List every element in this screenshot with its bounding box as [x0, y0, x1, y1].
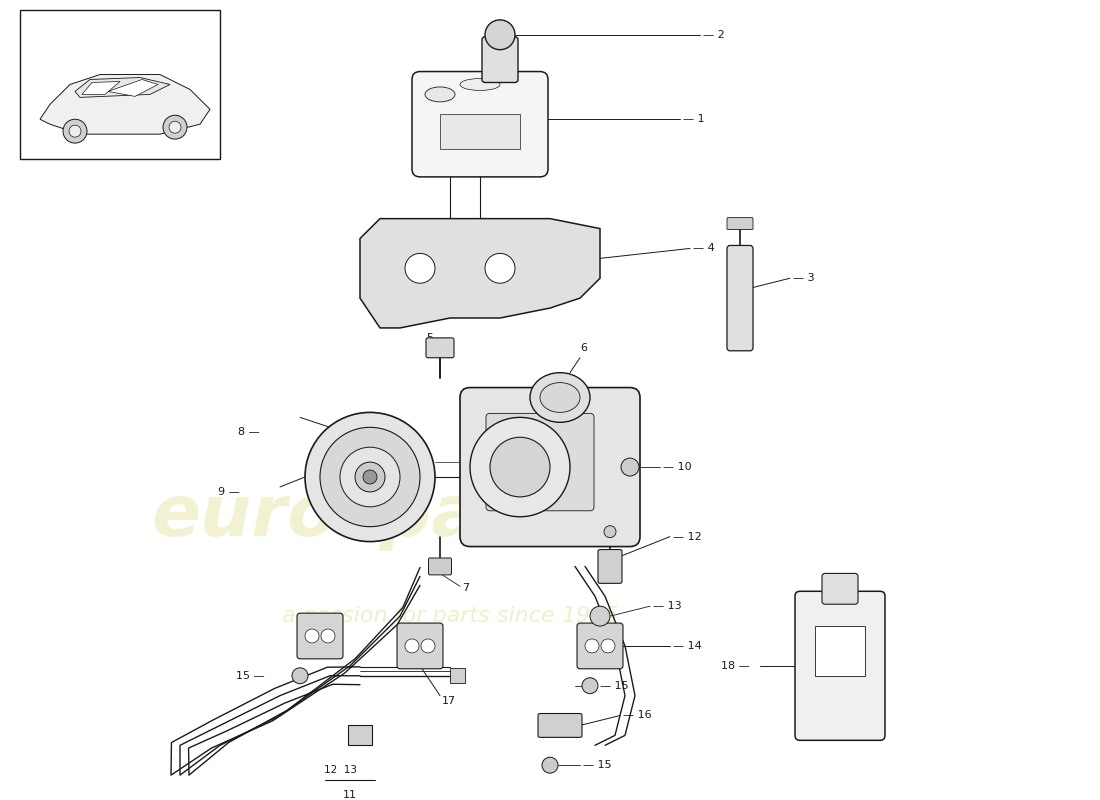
Circle shape [590, 606, 610, 626]
Text: 5: 5 [427, 333, 433, 343]
Text: 7: 7 [462, 583, 469, 594]
FancyBboxPatch shape [822, 574, 858, 604]
Polygon shape [360, 218, 600, 328]
Circle shape [292, 668, 308, 684]
Text: 15 —: 15 — [236, 670, 265, 681]
Circle shape [485, 254, 515, 283]
Text: 9 —: 9 — [218, 487, 240, 497]
Text: — 4: — 4 [693, 243, 715, 254]
FancyBboxPatch shape [486, 414, 594, 510]
FancyBboxPatch shape [426, 338, 454, 358]
Circle shape [363, 470, 377, 484]
Bar [440, 114, 520, 149]
Text: 18 —: 18 — [722, 661, 750, 671]
Circle shape [601, 639, 615, 653]
Circle shape [169, 122, 182, 133]
Polygon shape [108, 79, 158, 96]
Polygon shape [75, 78, 170, 98]
Ellipse shape [460, 78, 500, 90]
FancyBboxPatch shape [412, 71, 548, 177]
Circle shape [582, 678, 598, 694]
Circle shape [305, 413, 434, 542]
Text: — 14: — 14 [673, 641, 702, 651]
Ellipse shape [530, 373, 590, 422]
Text: — 12: — 12 [673, 532, 702, 542]
Text: — 16: — 16 [623, 710, 651, 721]
Text: 6: 6 [580, 343, 587, 353]
Circle shape [305, 629, 319, 643]
Circle shape [340, 447, 400, 507]
FancyBboxPatch shape [482, 37, 518, 82]
Circle shape [63, 119, 87, 143]
Circle shape [490, 438, 550, 497]
Circle shape [585, 639, 600, 653]
FancyBboxPatch shape [727, 246, 754, 350]
Circle shape [421, 639, 434, 653]
Circle shape [69, 126, 81, 137]
FancyBboxPatch shape [297, 613, 343, 659]
Text: eurospares: eurospares [152, 482, 608, 551]
Text: — 15: — 15 [583, 760, 612, 770]
Text: — 13: — 13 [653, 601, 682, 611]
Ellipse shape [540, 382, 580, 413]
Text: — 10: — 10 [663, 462, 692, 472]
FancyBboxPatch shape [598, 550, 622, 583]
FancyBboxPatch shape [578, 623, 623, 669]
Circle shape [163, 115, 187, 139]
Circle shape [470, 418, 570, 517]
Bar [348, 726, 372, 746]
Circle shape [321, 629, 336, 643]
Circle shape [405, 639, 419, 653]
Bar [815, 626, 865, 676]
Circle shape [320, 427, 420, 526]
Polygon shape [82, 82, 120, 94]
Polygon shape [40, 74, 210, 134]
Text: 17: 17 [442, 695, 456, 706]
Text: — 3: — 3 [793, 274, 815, 283]
Ellipse shape [425, 87, 455, 102]
Circle shape [355, 462, 385, 492]
Circle shape [621, 458, 639, 476]
Text: — 15: — 15 [600, 681, 628, 690]
FancyBboxPatch shape [429, 558, 451, 575]
FancyBboxPatch shape [460, 387, 640, 546]
Text: a passion for parts since 1985: a passion for parts since 1985 [282, 606, 618, 626]
FancyBboxPatch shape [795, 591, 886, 740]
Circle shape [604, 526, 616, 538]
Text: — 2: — 2 [703, 30, 725, 40]
FancyBboxPatch shape [397, 623, 443, 669]
FancyBboxPatch shape [727, 218, 754, 230]
Text: 12  13: 12 13 [323, 765, 356, 775]
Bar [450, 668, 465, 682]
Bar [20, 10, 220, 159]
Circle shape [405, 254, 435, 283]
Circle shape [485, 20, 515, 50]
FancyBboxPatch shape [538, 714, 582, 738]
Text: 11: 11 [343, 790, 358, 800]
Text: 8 —: 8 — [239, 427, 260, 438]
Text: — 1: — 1 [683, 114, 705, 124]
Circle shape [542, 758, 558, 773]
